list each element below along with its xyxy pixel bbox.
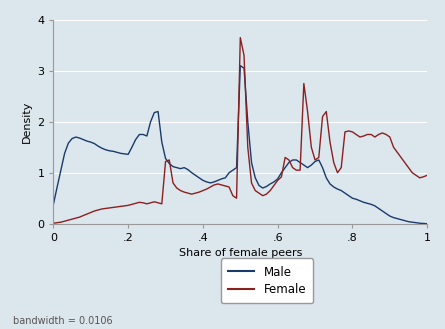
Legend: Male, Female: Male, Female bbox=[221, 259, 313, 303]
X-axis label: Share of female peers: Share of female peers bbox=[178, 248, 302, 258]
Text: bandwidth = 0.0106: bandwidth = 0.0106 bbox=[13, 316, 113, 326]
Y-axis label: Density: Density bbox=[22, 101, 32, 143]
